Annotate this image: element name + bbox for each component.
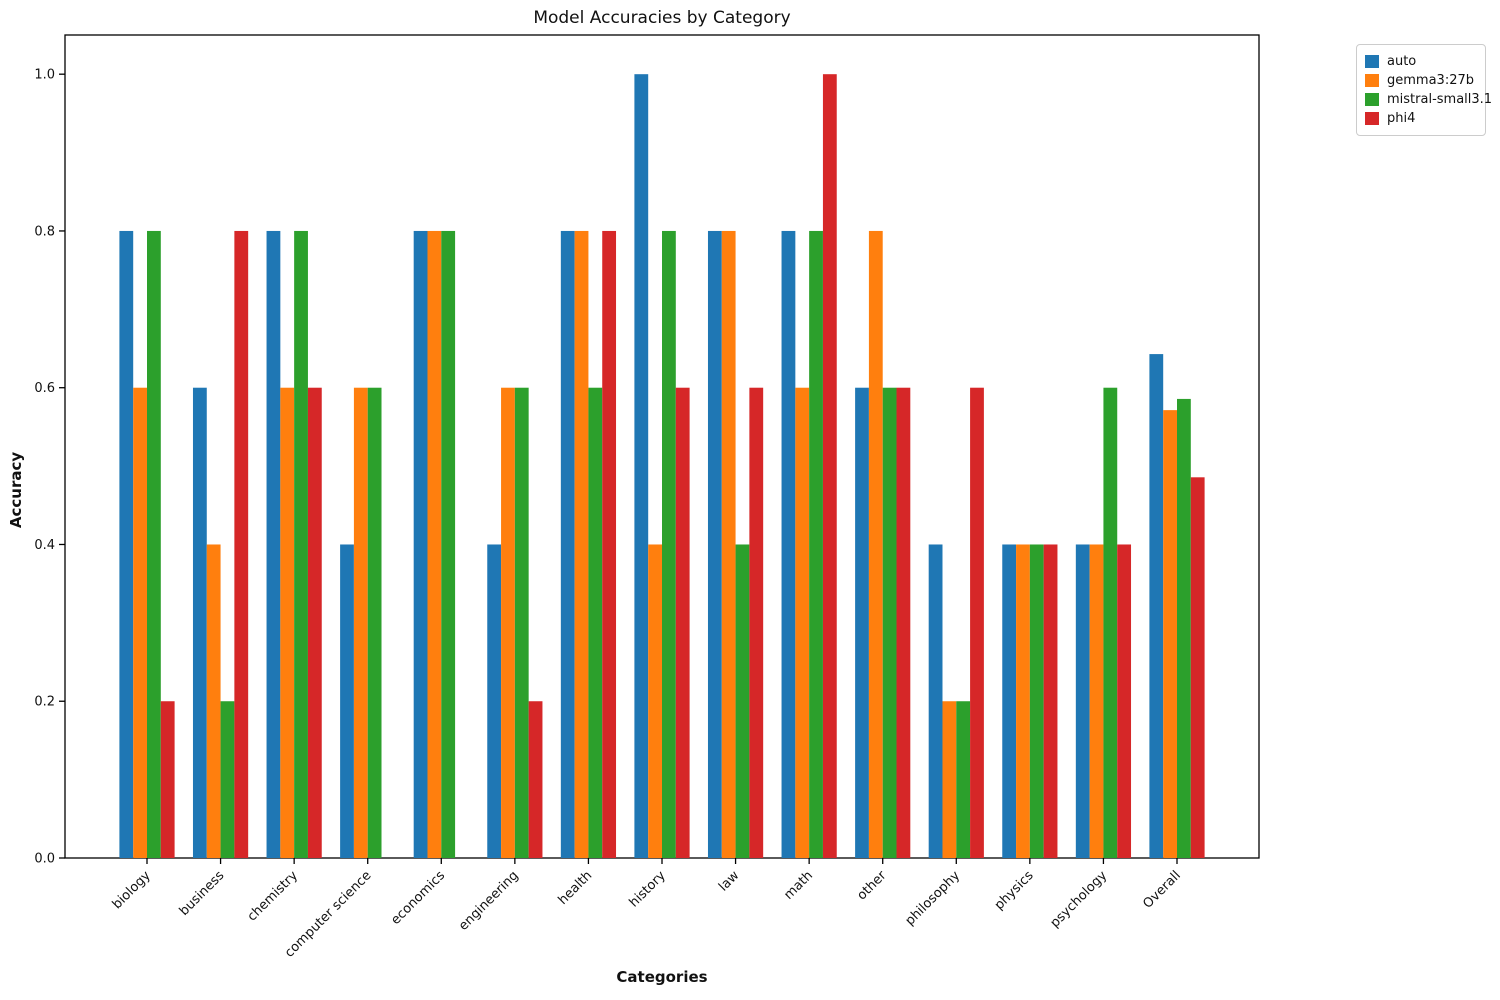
bar-phi4-business	[234, 230, 249, 858]
x-tick-label: economics	[388, 868, 448, 928]
legend-swatch	[1365, 112, 1379, 125]
legend-label: gemma3:27b	[1387, 73, 1474, 88]
legend-item-auto: auto	[1365, 52, 1475, 71]
x-tick-label: other	[854, 868, 890, 904]
bar-auto-other	[855, 387, 869, 858]
y-tick-label: 1.0	[34, 68, 55, 83]
bar-gemma3-27b-engineering	[501, 387, 515, 858]
bar-auto-health	[560, 230, 575, 858]
x-tick-label: Overall	[1140, 868, 1183, 911]
legend-label: mistral-small3.1	[1387, 92, 1493, 107]
y-tick-label: 0.2	[34, 695, 55, 710]
bar-gemma3-27b-computer-science	[353, 387, 368, 858]
bar-phi4-history	[675, 387, 690, 858]
bar-auto-biology	[119, 230, 134, 858]
y-tick-label: 0.6	[34, 381, 55, 396]
x-tick-label: physics	[992, 868, 1037, 913]
bar-gemma3-27b-history	[648, 544, 662, 858]
bar-mistral-small3.1-math	[809, 230, 823, 858]
bar-mistral-small3.1-history	[662, 230, 676, 858]
y-tick-label: 0.4	[34, 538, 55, 553]
bar-auto-overall	[1149, 354, 1164, 858]
bar-mistral-small3.1-engineering	[514, 387, 529, 858]
bar-gemma3-27b-economics	[427, 230, 442, 858]
x-tick-label: law	[716, 868, 743, 895]
bar-gemma3-27b-business	[206, 544, 221, 858]
bar-auto-history	[634, 74, 649, 858]
bar-phi4-law	[749, 387, 764, 858]
x-tick-label: engineering	[456, 868, 522, 934]
bar-phi4-psychology	[1117, 544, 1132, 858]
legend-item-gemma3-27b: gemma3:27b	[1365, 71, 1475, 90]
bar-gemma3-27b-philosophy	[942, 701, 957, 858]
bar-phi4-health	[602, 230, 617, 858]
legend-label: phi4	[1387, 111, 1416, 126]
bar-phi4-math	[822, 74, 837, 858]
bar-gemma3-27b-health	[574, 230, 589, 858]
x-tick-label: math	[781, 868, 816, 903]
legend: auto gemma3:27b mistral-small3.1 phi4	[1356, 44, 1492, 136]
bar-gemma3-27b-overall	[1163, 410, 1177, 858]
x-tick-label: health	[556, 868, 596, 908]
y-tick-label: 0.0	[34, 852, 55, 867]
x-tick-label: biology	[110, 868, 154, 912]
bar-phi4-biology	[160, 701, 175, 858]
bar-mistral-small3.1-physics	[1029, 544, 1044, 858]
y-tick-label: 0.8	[34, 224, 55, 239]
bar-phi4-other	[896, 387, 911, 858]
legend-swatch	[1365, 93, 1379, 106]
bar-mistral-small3.1-health	[588, 387, 603, 858]
bar-phi4-physics	[1043, 544, 1058, 858]
bar-auto-chemistry	[266, 230, 281, 858]
bar-auto-philosophy	[928, 544, 943, 858]
bar-gemma3-27b-law	[721, 230, 736, 858]
legend-label: auto	[1387, 54, 1417, 69]
bar-auto-law	[707, 230, 722, 858]
bar-auto-physics	[1002, 544, 1017, 858]
bar-mistral-small3.1-economics	[441, 230, 456, 858]
x-axis-label: Categories	[616, 968, 708, 986]
bar-phi4-engineering	[528, 701, 543, 858]
legend-item-mistral-small3.1: mistral-small3.1	[1365, 90, 1492, 109]
bar-phi4-overall	[1190, 477, 1205, 858]
bar-gemma3-27b-other	[868, 230, 883, 858]
x-tick-label: philosophy	[903, 868, 964, 929]
legend-swatch	[1365, 55, 1379, 68]
bar-auto-engineering	[487, 544, 502, 858]
bar-gemma3-27b-physics	[1016, 544, 1030, 858]
bar-auto-economics	[413, 230, 428, 858]
bar-gemma3-27b-psychology	[1089, 544, 1104, 858]
legend-swatch	[1365, 74, 1379, 87]
x-tick-label: business	[177, 868, 228, 919]
chart-title: Model Accuracies by Category	[533, 8, 791, 28]
bar-gemma3-27b-chemistry	[280, 387, 295, 858]
bar-auto-psychology	[1075, 544, 1090, 858]
bar-mistral-small3.1-other	[882, 387, 897, 858]
legend-item-phi4: phi4	[1365, 109, 1475, 128]
bar-gemma3-27b-biology	[133, 387, 147, 858]
bar-gemma3-27b-math	[795, 387, 810, 858]
bar-auto-math	[781, 230, 796, 858]
bar-phi4-chemistry	[307, 387, 322, 858]
bar-mistral-small3.1-philosophy	[956, 701, 971, 858]
bar-mistral-small3.1-overall	[1177, 398, 1191, 858]
bar-mistral-small3.1-law	[735, 544, 750, 858]
x-tick-label: chemistry	[245, 868, 301, 924]
bar-mistral-small3.1-chemistry	[294, 230, 308, 858]
x-tick-label: history	[627, 868, 669, 910]
bar-phi4-philosophy	[970, 387, 984, 858]
bar-mistral-small3.1-business	[220, 701, 235, 858]
bar-auto-computer-science	[340, 544, 354, 858]
bar-mistral-small3.1-biology	[147, 230, 161, 858]
bar-mistral-small3.1-computer-science	[367, 387, 382, 858]
bar-auto-business	[192, 387, 207, 858]
x-tick-label: psychology	[1048, 868, 1111, 931]
bar-mistral-small3.1-psychology	[1103, 387, 1118, 858]
